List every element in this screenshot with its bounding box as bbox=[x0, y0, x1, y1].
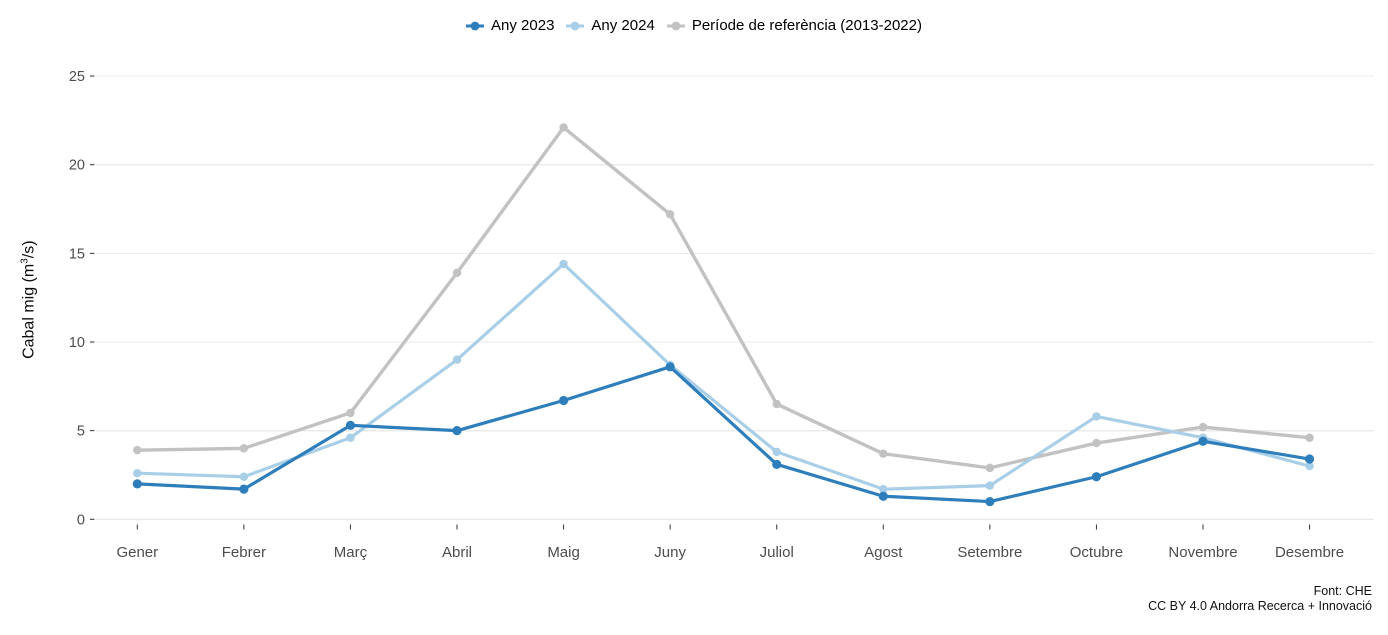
x-tick-label: Febrer bbox=[222, 544, 266, 561]
data-point-1 bbox=[345, 420, 356, 430]
data-point-1 bbox=[1198, 436, 1208, 446]
data-point-3 bbox=[1092, 438, 1101, 448]
data-point-3 bbox=[879, 449, 888, 458]
data-point-2 bbox=[1092, 412, 1101, 421]
data-point-3 bbox=[1198, 422, 1208, 432]
y-tick-label: 25 bbox=[69, 69, 85, 85]
data-point-1 bbox=[239, 484, 249, 494]
x-tick-label: Maig bbox=[547, 544, 580, 561]
data-point-2 bbox=[133, 469, 142, 478]
x-tick-label: Juny bbox=[654, 544, 686, 561]
data-point-3 bbox=[133, 445, 142, 455]
data-point-3 bbox=[1305, 433, 1314, 442]
x-tick-label: Setembre bbox=[957, 544, 1022, 561]
data-point-1 bbox=[452, 426, 462, 436]
data-point-1 bbox=[665, 362, 675, 372]
series-line-2 bbox=[135, 262, 1312, 491]
data-point-1 bbox=[878, 491, 888, 501]
data-point-1 bbox=[1091, 472, 1102, 482]
data-point-3 bbox=[985, 463, 995, 473]
series-line-1 bbox=[135, 365, 1312, 504]
y-tick-label: 20 bbox=[69, 158, 85, 174]
x-tick-label: Desembre bbox=[1275, 544, 1344, 561]
x-tick-label: Agost bbox=[864, 544, 903, 561]
data-point-2 bbox=[1305, 461, 1314, 471]
source-note: Font: CHE CC BY 4.0 Andorra Recerca + In… bbox=[1148, 584, 1372, 614]
data-point-3 bbox=[239, 444, 249, 453]
data-point-2 bbox=[346, 433, 355, 442]
y-tick-label: 0 bbox=[77, 512, 85, 528]
x-tick-label: Novembre bbox=[1168, 544, 1237, 561]
data-point-1 bbox=[1304, 454, 1315, 464]
y-tick-label: 15 bbox=[69, 246, 85, 262]
data-point-2 bbox=[772, 447, 781, 457]
data-point-1 bbox=[772, 459, 782, 469]
data-point-2 bbox=[452, 355, 462, 364]
data-point-3 bbox=[452, 268, 462, 278]
series-line-3 bbox=[135, 125, 1312, 470]
source-line: Font: CHE bbox=[1313, 584, 1372, 598]
data-point-2 bbox=[985, 481, 995, 490]
x-tick-label: Març bbox=[334, 544, 368, 561]
data-point-3 bbox=[665, 210, 675, 219]
data-point-3 bbox=[559, 123, 568, 132]
data-point-1 bbox=[558, 395, 569, 406]
data-point-1 bbox=[132, 479, 142, 489]
data-point-2 bbox=[239, 472, 249, 481]
x-tick-label: Juliol bbox=[760, 544, 794, 561]
data-point-1 bbox=[985, 496, 995, 507]
data-point-2 bbox=[879, 484, 888, 494]
x-tick-label: Gener bbox=[116, 544, 158, 561]
x-tick-label: Octubre bbox=[1070, 544, 1123, 561]
y-tick-label: 10 bbox=[69, 335, 85, 351]
y-tick-label: 5 bbox=[77, 424, 85, 440]
y-axis-title: Cabal mig (m3/s) bbox=[19, 240, 38, 359]
x-tick-label: Abril bbox=[442, 544, 472, 561]
data-point-3 bbox=[346, 408, 355, 418]
license-line: CC BY 4.0 Andorra Recerca + Innovació bbox=[1148, 599, 1372, 613]
data-point-2 bbox=[559, 259, 568, 269]
data-point-3 bbox=[772, 399, 781, 409]
superscript-3: 3 bbox=[19, 258, 31, 264]
